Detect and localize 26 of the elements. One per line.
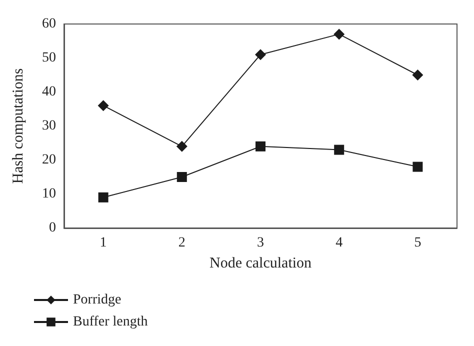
- point: [412, 70, 424, 80]
- point: [334, 28, 345, 40]
- point: [255, 49, 266, 60]
- x-axis-title: Node calculation: [209, 256, 312, 272]
- point: [412, 162, 423, 172]
- point: [176, 140, 188, 152]
- legend-label: Porridge: [73, 292, 122, 308]
- y-tick-label: 0: [49, 220, 56, 236]
- y-axis-title: Hash computations: [10, 68, 26, 184]
- point: [176, 172, 187, 182]
- x-tick-label: 1: [100, 236, 107, 250]
- point: [256, 141, 266, 152]
- y-tick-label: 40: [42, 84, 56, 100]
- y-tick-label: 50: [42, 50, 56, 66]
- y-tick-label: 20: [42, 152, 56, 168]
- x-tick-label: 2: [178, 236, 186, 250]
- x-tick-label: 5: [414, 236, 422, 250]
- point: [98, 100, 109, 112]
- legend-label: Buffer length: [73, 314, 148, 330]
- point: [334, 144, 344, 155]
- point: [98, 192, 108, 202]
- y-tick-label: 10: [42, 186, 56, 202]
- x-tick-label: 3: [257, 236, 264, 250]
- y-tick-label: 30: [42, 118, 56, 134]
- y-tick-label: 60: [42, 16, 56, 32]
- x-tick-label: 4: [336, 236, 343, 250]
